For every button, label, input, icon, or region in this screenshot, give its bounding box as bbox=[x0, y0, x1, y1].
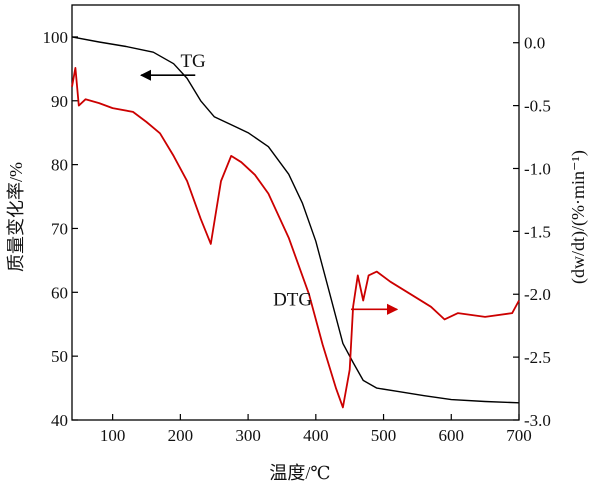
series-lines bbox=[71, 36, 520, 409]
y-left-tick-label: 50 bbox=[51, 347, 68, 366]
y-right-tick-label: -2.5 bbox=[524, 348, 551, 367]
right-axis-title: (dw/dt)/(%·min⁻¹) bbox=[568, 150, 589, 284]
y-right-tick-label: -3.0 bbox=[524, 411, 551, 430]
x-tick-label: 200 bbox=[168, 426, 194, 445]
left-axis-title: 质量变化率/% bbox=[6, 162, 26, 272]
dtg-label: DTG bbox=[273, 290, 312, 311]
y-right-tick-label: -1.5 bbox=[524, 222, 551, 241]
x-axis-title: 温度/℃ bbox=[269, 463, 330, 483]
y-right-tick-label: -1.0 bbox=[524, 159, 551, 178]
series-dtg-line bbox=[71, 67, 520, 409]
x-tick-label: 300 bbox=[235, 426, 261, 445]
y-right-tick-label: 0.0 bbox=[524, 34, 545, 53]
y-left-tick-label: 40 bbox=[51, 411, 68, 430]
tg-label: TG bbox=[180, 51, 206, 72]
annotations: TG DTG bbox=[139, 51, 399, 315]
plot-border bbox=[71, 4, 520, 421]
x-tick-label: 600 bbox=[439, 426, 465, 445]
y-left-tick-label: 90 bbox=[51, 92, 68, 111]
y-right-tick-label: -0.5 bbox=[524, 97, 551, 116]
series-tg-line bbox=[71, 36, 520, 404]
y-left-tick-label: 100 bbox=[43, 28, 69, 47]
x-tick-label: 400 bbox=[303, 426, 329, 445]
y-left-tick-label: 60 bbox=[51, 283, 68, 302]
x-tick-label: 100 bbox=[100, 426, 126, 445]
y-left-tick-label: 70 bbox=[51, 219, 68, 238]
x-tick-label: 700 bbox=[506, 426, 532, 445]
y-left-tick-label: 80 bbox=[51, 156, 68, 175]
y-right-tick-label: -2.0 bbox=[524, 285, 551, 304]
plot-frame bbox=[71, 4, 520, 421]
axis-ticks: 100 200 300 400 500 600 700 40 50 60 70 80 90 100 -3.0… bbox=[43, 28, 551, 445]
x-tick-label: 500 bbox=[371, 426, 397, 445]
